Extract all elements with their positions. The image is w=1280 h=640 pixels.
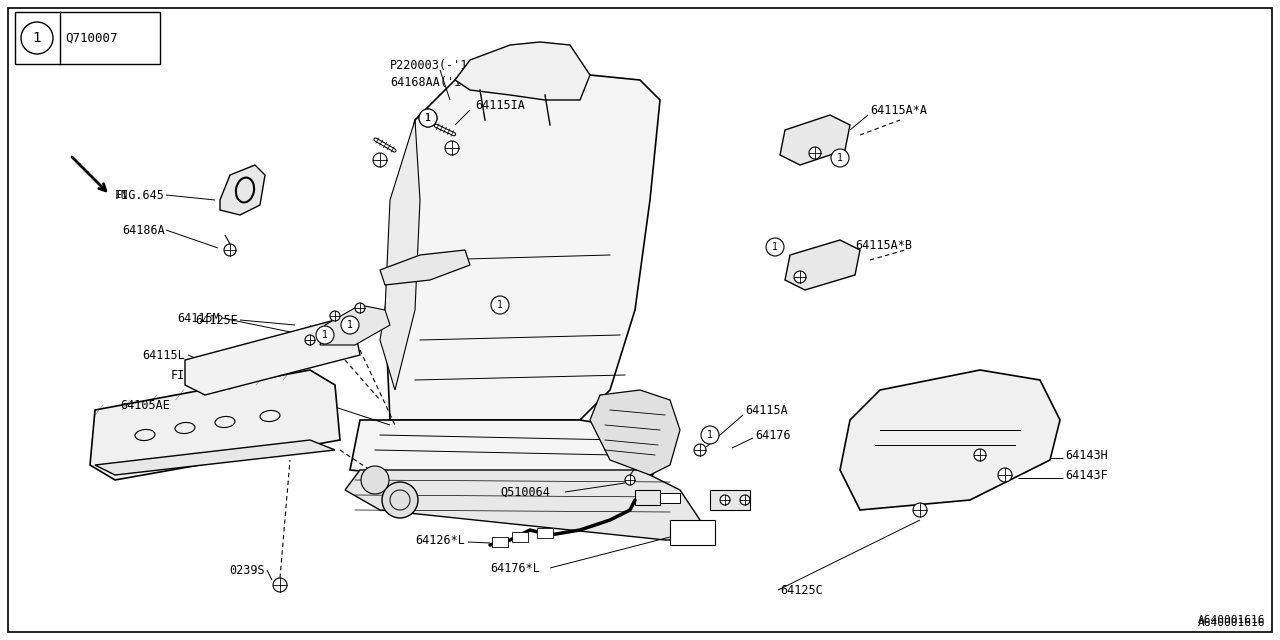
Text: 64176*L: 64176*L [490, 561, 540, 575]
Polygon shape [346, 470, 700, 540]
Text: 64115A*B: 64115A*B [855, 239, 911, 252]
Bar [492, 537, 508, 547]
Circle shape [625, 475, 635, 485]
Text: 1: 1 [772, 242, 778, 252]
Text: 0239S: 0239S [229, 563, 265, 577]
Polygon shape [95, 440, 335, 475]
Bar [669, 520, 716, 545]
Polygon shape [220, 165, 265, 215]
Circle shape [316, 326, 334, 344]
Circle shape [372, 153, 387, 167]
Circle shape [419, 109, 436, 127]
Text: 1: 1 [425, 113, 431, 123]
Text: 64176: 64176 [755, 429, 791, 442]
Text: FIG.645: FIG.645 [115, 189, 165, 202]
Text: 1: 1 [323, 330, 328, 340]
Circle shape [998, 468, 1012, 482]
Text: Q510064: Q510064 [500, 486, 550, 499]
Circle shape [330, 311, 340, 321]
Text: 64115M: 64115M [177, 312, 220, 324]
Circle shape [765, 238, 783, 256]
Text: 64143F: 64143F [1065, 468, 1107, 481]
Circle shape [831, 149, 849, 167]
Text: A640001616: A640001616 [1198, 618, 1265, 628]
Circle shape [340, 316, 358, 334]
Circle shape [701, 426, 719, 444]
Text: 64168AA('16MY0320->): 64168AA('16MY0320->) [390, 76, 532, 88]
Text: 64115L: 64115L [142, 349, 186, 362]
Polygon shape [840, 370, 1060, 510]
Text: 64105AE: 64105AE [120, 399, 170, 412]
Text: 64115A: 64115A [745, 403, 787, 417]
Circle shape [694, 444, 707, 456]
Text: 64115A*A: 64115A*A [870, 104, 927, 116]
Bar [15, 12, 160, 64]
Bar [635, 490, 660, 505]
Polygon shape [454, 42, 590, 100]
Polygon shape [785, 240, 860, 290]
Circle shape [381, 482, 419, 518]
Polygon shape [380, 120, 420, 390]
Polygon shape [590, 390, 680, 475]
Text: 64125E: 64125E [196, 314, 238, 326]
Circle shape [492, 296, 509, 314]
Text: 64143H: 64143H [1065, 449, 1107, 461]
Text: FIG.640-4: FIG.640-4 [170, 369, 236, 381]
Circle shape [794, 271, 806, 283]
Circle shape [719, 495, 730, 505]
Circle shape [913, 503, 927, 517]
Text: 1: 1 [425, 113, 431, 123]
Text: 1: 1 [707, 430, 713, 440]
Circle shape [974, 449, 986, 461]
Bar [660, 493, 680, 503]
Circle shape [740, 495, 750, 505]
Bar [512, 532, 529, 542]
Circle shape [355, 303, 365, 313]
Circle shape [445, 141, 460, 155]
Circle shape [419, 109, 436, 127]
Polygon shape [90, 370, 340, 480]
Polygon shape [186, 320, 360, 395]
Text: Q710007: Q710007 [65, 31, 118, 45]
Text: 64126*L: 64126*L [415, 534, 465, 547]
Circle shape [273, 578, 287, 592]
Text: A640001616: A640001616 [1198, 615, 1265, 625]
Polygon shape [380, 250, 470, 285]
Polygon shape [320, 305, 390, 345]
Circle shape [809, 147, 820, 159]
Text: P220003(-'16MY0319): P220003(-'16MY0319) [390, 58, 525, 72]
Circle shape [305, 335, 315, 345]
Text: 64115IA: 64115IA [475, 99, 525, 111]
Circle shape [361, 466, 389, 494]
Circle shape [224, 244, 236, 256]
Text: 1: 1 [497, 300, 503, 310]
Polygon shape [780, 115, 850, 165]
Text: 1: 1 [837, 153, 844, 163]
Text: 64186A: 64186A [123, 223, 165, 237]
Text: 64125C: 64125C [780, 584, 823, 596]
Bar [538, 528, 553, 538]
Bar [710, 490, 750, 510]
Polygon shape [385, 75, 660, 420]
Polygon shape [349, 420, 660, 495]
Text: 1: 1 [33, 31, 41, 45]
Text: 1: 1 [347, 320, 353, 330]
Text: IN: IN [115, 190, 128, 200]
